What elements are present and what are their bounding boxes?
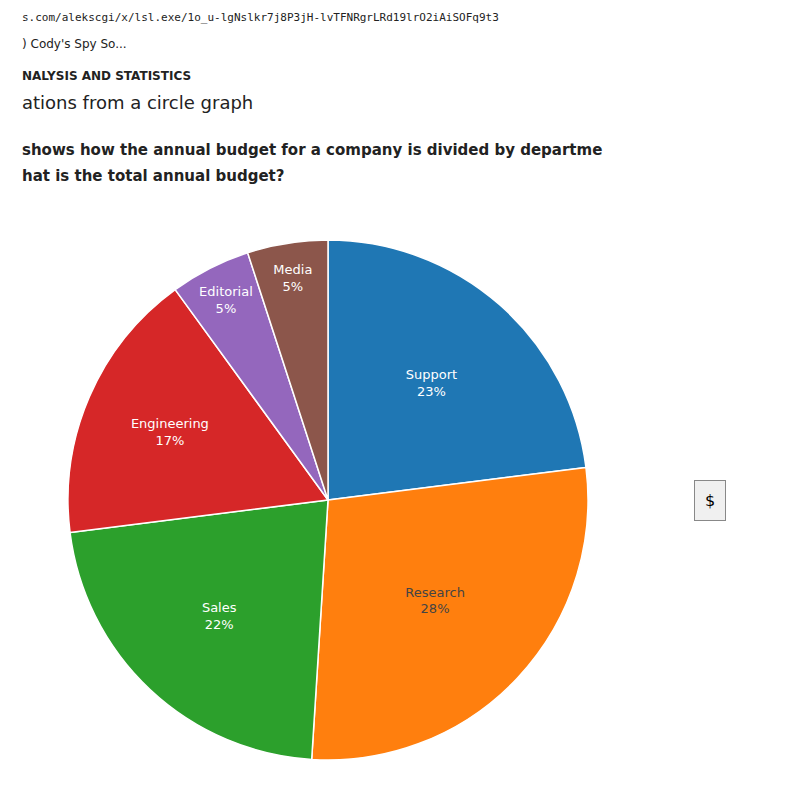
svg-text:) Cody's Spy So...: ) Cody's Spy So... [22, 37, 127, 51]
svg-text:Sales22%: Sales22% [202, 600, 237, 632]
svg-text:hat is the total annual budget: hat is the total annual budget? [22, 167, 284, 185]
svg-text:shows how the annual budget fo: shows how the annual budget for a compan… [22, 141, 602, 159]
svg-text:$: $ [705, 491, 715, 510]
svg-text:Support23%: Support23% [406, 367, 457, 399]
svg-text:Engineering17%: Engineering17% [131, 416, 209, 448]
svg-text:Editorial5%: Editorial5% [199, 284, 253, 316]
svg-text:s.com/alekscgi/x/lsl.exe/1o_u-: s.com/alekscgi/x/lsl.exe/1o_u-lgNslkr7j8… [22, 11, 499, 24]
svg-text:Media5%: Media5% [273, 262, 312, 294]
svg-text:ations from a circle graph: ations from a circle graph [22, 92, 253, 113]
svg-text:Research28%: Research28% [405, 585, 465, 617]
svg-text:NALYSIS AND STATISTICS: NALYSIS AND STATISTICS [22, 69, 191, 83]
